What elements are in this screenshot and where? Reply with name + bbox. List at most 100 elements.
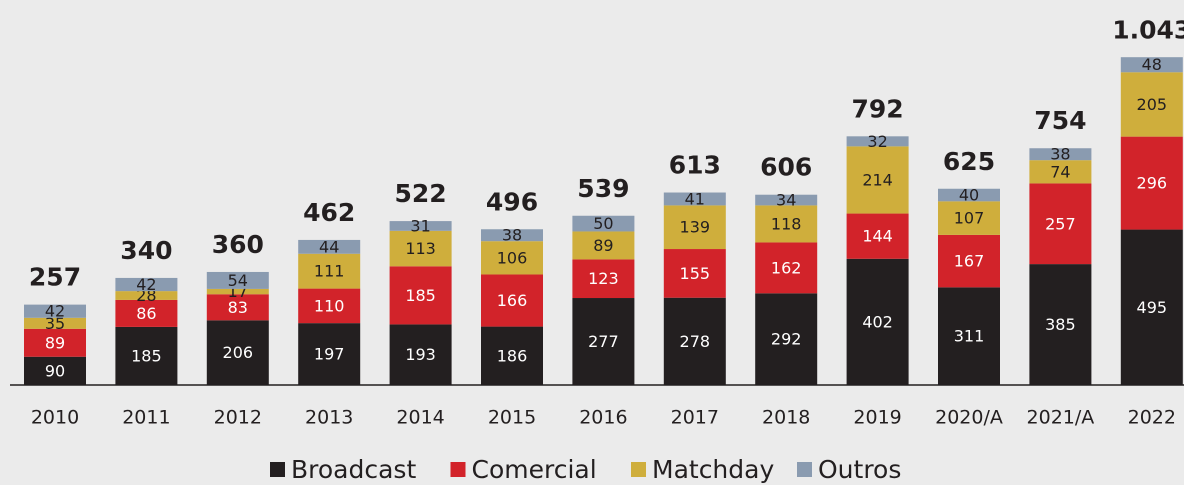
bar-segment: [1029, 148, 1092, 161]
value-label: 83: [228, 298, 248, 317]
value-label: 144: [862, 227, 893, 246]
bar-segment: [572, 259, 635, 299]
bar-segment: [572, 298, 635, 385]
value-label: 35: [45, 314, 65, 333]
bar-segment: [755, 205, 818, 243]
bar-segment: [206, 320, 269, 385]
total-label: 496: [486, 187, 538, 216]
bar-segment: [572, 215, 635, 232]
value-label: 113: [405, 239, 436, 258]
bar-segment: [298, 253, 361, 289]
bar-segment: [663, 249, 726, 298]
value-label: 106: [497, 248, 528, 267]
x-tick-label: 2015: [488, 407, 536, 429]
bar-segment: [389, 230, 452, 267]
bar-segment: [115, 326, 178, 385]
total-label: 522: [395, 179, 447, 208]
value-label: 197: [314, 345, 345, 364]
bar-segment: [572, 231, 635, 260]
value-label: 44: [319, 237, 339, 256]
total-label: 340: [120, 236, 172, 265]
value-label: 90: [45, 361, 65, 380]
x-tick-label: 2013: [305, 407, 353, 429]
total-label: 754: [1034, 106, 1086, 135]
bar-segment: [481, 326, 543, 385]
value-label: 206: [223, 343, 254, 362]
bar-segment: [1029, 183, 1092, 265]
x-tick-label: 2018: [762, 407, 810, 429]
bar-segment: [24, 356, 86, 385]
value-label: 402: [862, 312, 893, 331]
value-label: 162: [771, 258, 802, 277]
bar-segment: [938, 234, 1000, 288]
total-label: 792: [852, 94, 904, 123]
x-tick-label: 2010: [31, 407, 79, 429]
total-label: 625: [943, 147, 995, 176]
bar-segment: [938, 287, 1000, 385]
total-label: 257: [29, 262, 81, 291]
value-label: 385: [1045, 315, 1076, 334]
bar-segment: [755, 242, 818, 294]
legend-label: Broadcast: [291, 455, 416, 484]
bar-segment: [846, 213, 909, 259]
total-label: 360: [212, 230, 264, 259]
value-label: 50: [593, 214, 613, 233]
value-label: 193: [405, 345, 436, 364]
legend-label: Comercial: [472, 455, 597, 484]
bar-segment: [663, 297, 726, 385]
total-label: 613: [669, 151, 721, 180]
value-label: 89: [45, 333, 65, 352]
value-label: 111: [314, 262, 345, 281]
bar-segment: [206, 271, 269, 289]
bar-segment: [1120, 136, 1183, 230]
bar-segment: [1120, 72, 1183, 137]
value-label: 311: [954, 327, 985, 346]
legend-label: Outros: [818, 455, 901, 484]
value-label: 214: [862, 170, 893, 189]
bar-segment: [481, 229, 543, 242]
x-tick-label: 2020/A: [935, 407, 1003, 429]
value-label: 185: [131, 346, 162, 365]
bar-segment: [389, 221, 452, 231]
total-label: 606: [760, 153, 812, 182]
bar-segment: [846, 136, 909, 147]
bar-segment: [663, 205, 726, 250]
total-label: 1.043: [1112, 15, 1184, 44]
total-label: 539: [577, 174, 629, 203]
legend-swatch: [270, 462, 285, 477]
value-label: 89: [593, 236, 613, 255]
bar-segment: [481, 274, 543, 327]
value-label: 277: [588, 332, 619, 351]
x-tick-label: 2012: [214, 407, 262, 429]
x-tick-label: 2019: [853, 407, 901, 429]
value-label: 167: [954, 252, 985, 271]
legend-swatch: [631, 462, 646, 477]
x-tick-label: 2014: [396, 407, 444, 429]
bar-segment: [24, 328, 86, 357]
bar-segment: [755, 194, 818, 206]
value-label: 86: [136, 304, 156, 323]
legend-swatch: [797, 462, 812, 477]
value-label: 166: [497, 291, 528, 310]
bar-segment: [755, 293, 818, 385]
bar-segment: [1029, 264, 1092, 385]
x-tick-label: 2011: [122, 407, 170, 429]
value-label: 296: [1137, 174, 1168, 193]
bar-segment: [115, 291, 178, 300]
value-label: 48: [1142, 55, 1162, 74]
bar-segment: [115, 277, 178, 292]
value-label: 38: [1050, 145, 1070, 164]
x-tick-label: 2021/A: [1027, 407, 1095, 429]
value-label: 205: [1137, 95, 1168, 114]
legend-swatch: [450, 462, 466, 477]
value-label: 155: [680, 264, 711, 283]
value-label: 495: [1137, 298, 1168, 317]
bar-segment: [298, 288, 361, 324]
bar-segment: [1029, 160, 1092, 184]
bar-segment: [938, 188, 1000, 202]
value-label: 292: [771, 330, 802, 349]
bar-segment: [481, 241, 543, 275]
value-label: 42: [45, 302, 65, 321]
bar-segment: [298, 323, 361, 385]
